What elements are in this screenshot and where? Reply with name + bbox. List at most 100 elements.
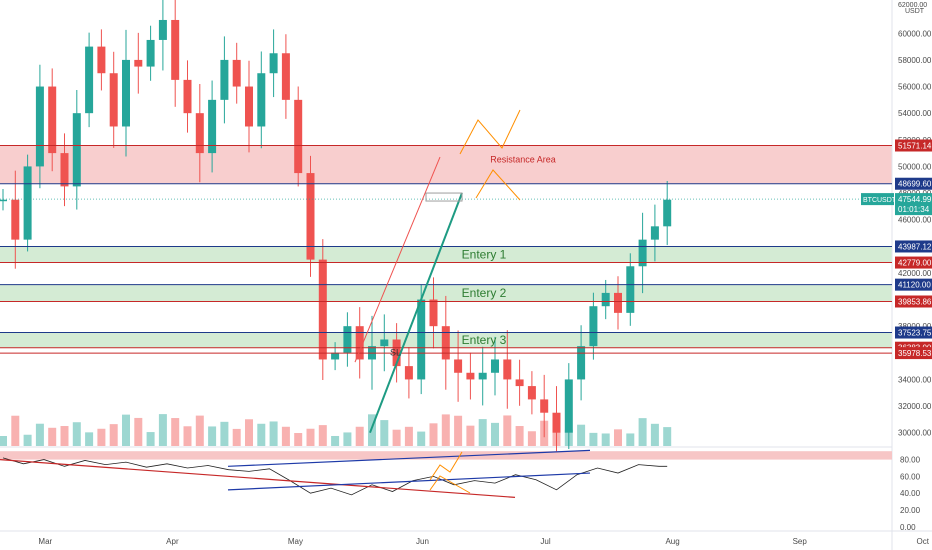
volume-bar	[306, 428, 315, 446]
channel-upper-line	[354, 156, 441, 363]
candle	[601, 292, 610, 307]
volume-bar	[208, 426, 217, 446]
candle	[306, 173, 315, 260]
candle	[515, 379, 524, 387]
candle	[343, 326, 352, 353]
candle	[72, 113, 81, 187]
candle	[0, 199, 7, 202]
price-tick-label: 56000.00	[898, 83, 932, 92]
candle	[122, 59, 130, 127]
candle	[527, 386, 536, 400]
candle	[281, 53, 290, 100]
volume-bar	[85, 432, 94, 446]
candle	[380, 339, 389, 347]
candle	[48, 86, 57, 154]
oscillator-tick-label: 80.00	[900, 456, 921, 465]
volume-bar	[626, 433, 635, 446]
volume-bar	[663, 427, 672, 446]
level-tag-label-1: 48699.60	[898, 180, 932, 189]
candle	[540, 399, 549, 413]
volume-bar	[171, 418, 180, 446]
zone-label-0: Resistance Area	[490, 155, 556, 165]
candle	[220, 59, 229, 100]
candle	[245, 86, 253, 127]
candle	[355, 326, 364, 360]
volume-bar	[638, 418, 647, 446]
volume-bar	[343, 432, 352, 446]
level-tag-label-5: 39853.86	[898, 297, 932, 306]
candle	[478, 372, 487, 380]
price-tick-label: 50000.00	[898, 162, 932, 171]
price-tick-label: 60000.00	[898, 29, 932, 38]
candle	[208, 99, 217, 154]
volume-bar	[466, 425, 475, 446]
oscillator-tick-label: 40.00	[900, 489, 921, 498]
oscillator-upper-trendline	[227, 449, 591, 467]
volume-bar	[281, 426, 290, 446]
symbol-tag	[861, 193, 894, 206]
volume-bar	[380, 420, 389, 446]
candle	[257, 73, 266, 127]
volume-bar	[614, 429, 622, 446]
scenario-down-arrow	[475, 169, 521, 201]
zone-2	[0, 284, 892, 302]
level-tag-label-0: 51571.14	[898, 142, 932, 151]
time-tick-label: Jul	[540, 537, 550, 546]
volume-bar	[232, 428, 241, 446]
candle	[23, 166, 32, 240]
volume-bar	[601, 433, 610, 446]
candle	[158, 19, 167, 40]
candle	[577, 346, 586, 380]
volume-bar	[0, 436, 7, 446]
volume-bar	[294, 433, 303, 446]
level-tag-label-2: 43987.12	[898, 242, 932, 251]
volume-bar	[527, 431, 536, 446]
volume-bar	[60, 426, 69, 446]
volume-bar	[417, 431, 426, 446]
volume-bar	[392, 429, 401, 446]
price-tick-label: 42000.00	[898, 269, 932, 278]
volume-bar	[122, 414, 130, 446]
zone-label-3: Entery 3	[462, 333, 507, 347]
candle	[638, 239, 647, 267]
candle	[171, 19, 180, 80]
time-tick-label: Aug	[665, 537, 679, 546]
volume-bar	[11, 415, 20, 446]
candle	[146, 39, 155, 67]
zone-0	[0, 145, 892, 184]
volume-bar	[441, 414, 450, 446]
candle	[564, 379, 573, 433]
volume-bar	[503, 415, 512, 446]
candle	[441, 326, 450, 360]
volume-bar	[195, 415, 204, 446]
candle	[589, 306, 598, 347]
volume-bar	[146, 432, 155, 446]
candle	[491, 359, 499, 373]
symbol-label: BTCUSDT	[863, 197, 897, 204]
volume-bar	[269, 421, 278, 446]
candle	[454, 359, 463, 373]
price-tick-label: 34000.00	[898, 375, 932, 384]
candle	[85, 46, 94, 114]
candle	[503, 359, 512, 380]
volume-bar	[650, 423, 659, 446]
volume-bar	[48, 427, 57, 446]
level-tag-1	[895, 177, 932, 190]
volume-bar	[23, 434, 32, 446]
overbought-band	[0, 451, 892, 460]
candle	[663, 199, 672, 227]
candle	[183, 79, 192, 114]
current-price-tag	[895, 193, 932, 216]
level-tag-3	[895, 256, 932, 269]
oscillator-up-arrow	[429, 451, 463, 481]
price-tick-label: 30000.00	[898, 429, 932, 438]
oscillator-tick-label: 20.00	[900, 506, 921, 515]
candle	[614, 292, 622, 313]
volume-bar	[318, 425, 327, 446]
level-tag-label-6: 37523.75	[898, 329, 932, 338]
zone-1	[0, 246, 892, 263]
candle	[60, 153, 69, 187]
oscillator-red-trendline	[0, 459, 516, 498]
volume-bar	[97, 428, 106, 446]
